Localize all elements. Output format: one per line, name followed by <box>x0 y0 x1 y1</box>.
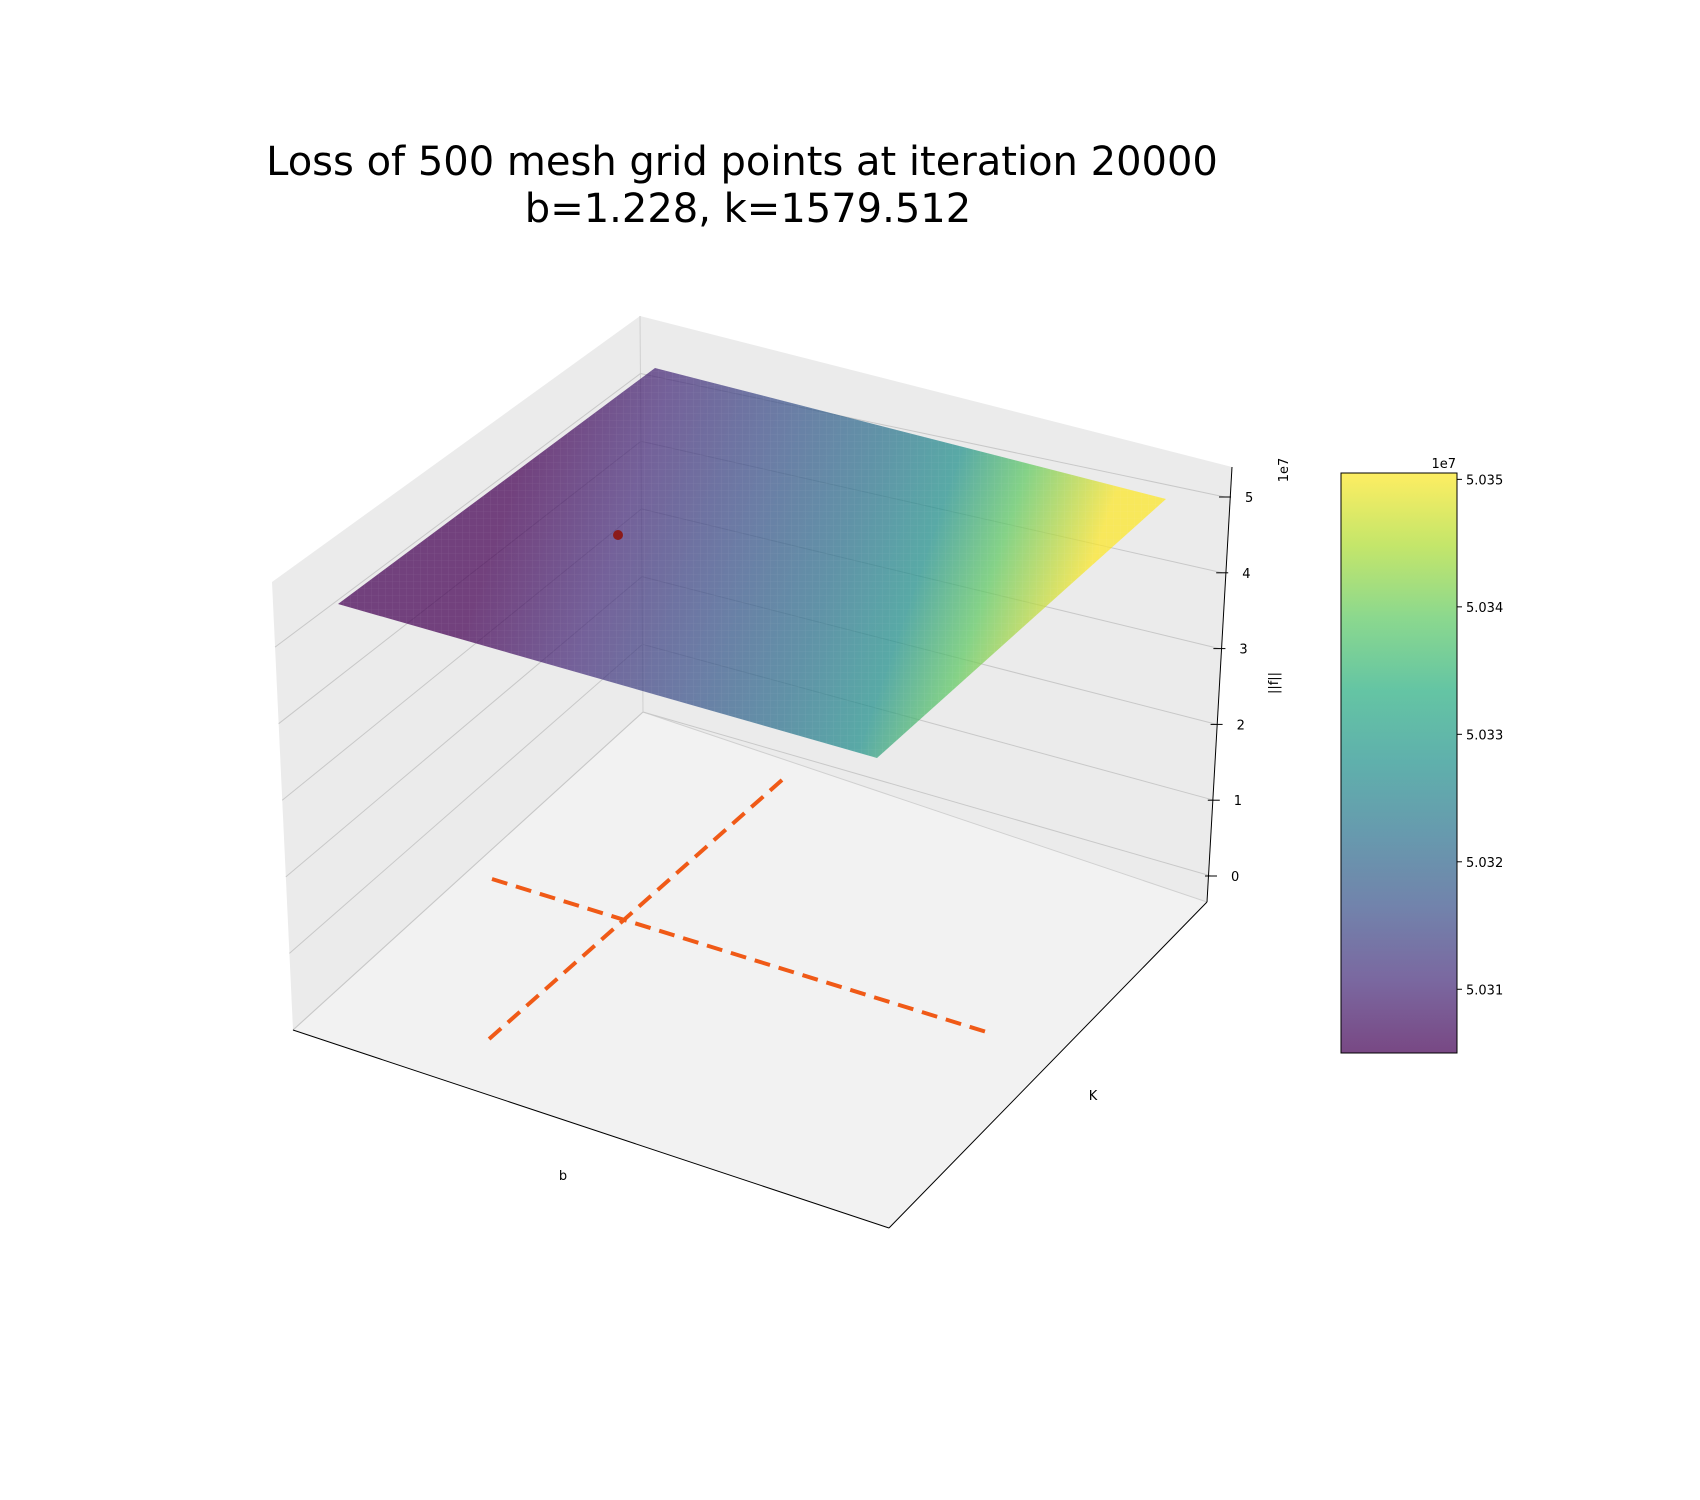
z-axis-label: ||f|| <box>1267 672 1282 694</box>
b-axis-line <box>292 1029 890 1229</box>
k-axis-line <box>888 901 1208 1229</box>
z-axis-line <box>1206 466 1233 903</box>
colorbar-frame <box>1340 472 1458 1054</box>
z-axis-ticks: 0 1 2 3 4 5 <box>1205 491 1253 885</box>
z-gridline-left <box>292 711 644 1031</box>
z-gridline-left <box>289 643 643 954</box>
z-tick-label: 5 <box>1245 491 1253 506</box>
z-gridline-right <box>642 711 1212 877</box>
z-tick-label: 3 <box>1239 643 1247 658</box>
b-axis-label: b <box>559 1169 567 1184</box>
colorbar-tick-label: 5.034 <box>1466 601 1503 616</box>
k-axis-label: K <box>1089 1089 1098 1104</box>
reference-line-b <box>486 778 784 1042</box>
colorbar-tick-label: 5.032 <box>1466 856 1503 871</box>
colorbar-tick-label: 5.035 <box>1466 473 1503 488</box>
floor-pane <box>293 712 1207 1228</box>
z-axis-scale-label: 1e7 <box>1277 458 1292 483</box>
colorbar-fill <box>1341 473 1457 1053</box>
colorbar-tick-label: 5.033 <box>1466 728 1503 743</box>
z-tick-label: 0 <box>1231 870 1239 885</box>
colorbar-scale-label: 1e7 <box>1431 457 1456 472</box>
z-tick-label: 2 <box>1237 718 1245 733</box>
z-tick-label: 4 <box>1242 567 1250 582</box>
chart-subtitle: b=1.228, k=1579.512 <box>525 186 971 232</box>
colorbar-tick-label: 5.031 <box>1466 983 1503 998</box>
z-gridline-left <box>274 373 641 648</box>
pane-edge <box>642 711 1208 903</box>
chart-title: Loss of 500 mesh grid points at iteratio… <box>266 139 1218 185</box>
current-point-marker <box>613 530 623 540</box>
z-tick-label: 1 <box>1234 794 1242 809</box>
loss-surface <box>338 368 1166 758</box>
reference-line-k <box>491 877 994 1036</box>
colorbar-ticks: 5.031 5.032 5.033 5.034 5.035 <box>1457 473 1503 998</box>
surface-mesh <box>338 368 1166 758</box>
